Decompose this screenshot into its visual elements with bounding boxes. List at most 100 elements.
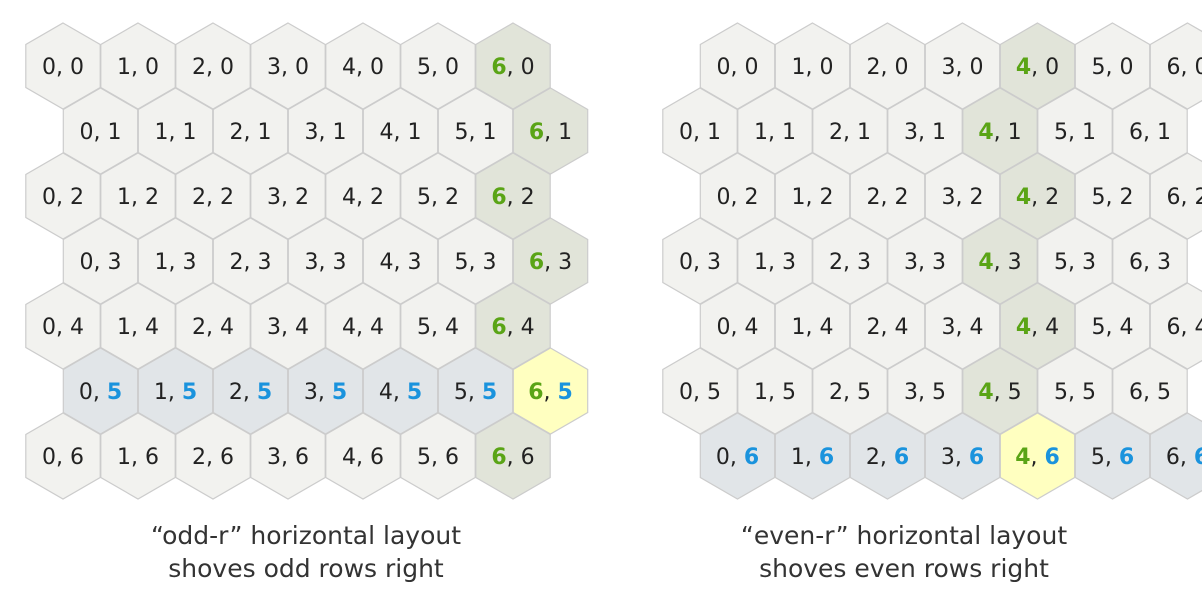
hex-cell-label-5-4: 5, 4	[1092, 315, 1134, 340]
hex-cell-4-6	[999, 412, 1076, 500]
hex-cell-label-5-5: 5, 5	[454, 380, 497, 405]
hex-cell-label-3-2: 3, 2	[267, 185, 309, 210]
hex-cell-label-6-5: 6, 5	[1129, 380, 1171, 405]
hex-cell-label-1-2: 1, 2	[792, 185, 834, 210]
hex-cell-label-6-4: 6, 4	[1167, 315, 1202, 340]
hex-cell-label-5-0: 5, 0	[417, 55, 459, 80]
hex-cell-label-3-6: 3, 6	[941, 445, 984, 470]
hex-cell-5-6	[1074, 412, 1151, 500]
hex-cell-label-2-1: 2, 1	[829, 120, 871, 145]
hex-cell-label-4-6: 4, 6	[1015, 445, 1060, 470]
hex-cell-label-1-6: 1, 6	[791, 445, 834, 470]
hex-cell-label-5-6: 5, 6	[417, 445, 459, 470]
hex-cell-label-5-2: 5, 2	[1092, 185, 1134, 210]
hex-cell-label-0-0: 0, 0	[42, 55, 84, 80]
hex-cell-6-6	[1149, 412, 1202, 500]
hex-cell-label-2-0: 2, 0	[192, 55, 234, 80]
hex-cell-label-2-5: 2, 5	[229, 380, 272, 405]
hex-cell-label-2-6: 2, 6	[866, 445, 909, 470]
hex-cell-label-0-5: 0, 5	[79, 380, 122, 405]
hex-cell-label-2-1: 2, 1	[230, 120, 272, 145]
hex-cell-label-0-0: 0, 0	[717, 55, 759, 80]
hex-cell-label-4-5: 4, 5	[379, 380, 422, 405]
hex-cell-label-4-0: 4, 0	[1016, 55, 1059, 80]
hex-cell-label-4-4: 4, 4	[342, 315, 384, 340]
hex-cell-label-4-4: 4, 4	[1016, 315, 1059, 340]
hex-cell-label-1-2: 1, 2	[117, 185, 159, 210]
hex-cell-label-4-0: 4, 0	[342, 55, 384, 80]
hex-cell-label-6-2: 6, 2	[1167, 185, 1202, 210]
hex-cell-label-5-3: 5, 3	[1054, 250, 1096, 275]
hex-cell-label-3-4: 3, 4	[267, 315, 309, 340]
hex-cell-label-3-1: 3, 1	[305, 120, 347, 145]
hex-cell-label-2-4: 2, 4	[192, 315, 234, 340]
hex-cell-label-5-1: 5, 1	[1054, 120, 1096, 145]
hex-cell-label-4-5: 4, 5	[978, 380, 1021, 405]
hex-cell-label-2-6: 2, 6	[192, 445, 234, 470]
hex-cell-label-2-3: 2, 3	[230, 250, 272, 275]
hex-cell-label-6-5: 6, 5	[528, 380, 573, 405]
hex-cell-label-3-2: 3, 2	[942, 185, 984, 210]
hex-cell-label-0-3: 0, 3	[80, 250, 122, 275]
hex-cell-label-4-3: 4, 3	[978, 250, 1021, 275]
hex-cell-label-4-3: 4, 3	[380, 250, 422, 275]
hex-cell-label-5-0: 5, 0	[1092, 55, 1134, 80]
hex-cell-label-3-5: 3, 5	[904, 380, 946, 405]
hex-cell-label-1-3: 1, 3	[155, 250, 197, 275]
hex-cell-label-5-3: 5, 3	[455, 250, 497, 275]
hex-cell-label-5-5: 5, 5	[1054, 380, 1096, 405]
hex-cell-label-1-5: 1, 5	[154, 380, 197, 405]
hex-cell-label-5-1: 5, 1	[455, 120, 497, 145]
hex-cell-label-2-3: 2, 3	[829, 250, 871, 275]
hex-cell-label-2-2: 2, 2	[867, 185, 909, 210]
hex-cell-6-6	[475, 412, 551, 500]
hex-cell-label-0-5: 0, 5	[679, 380, 721, 405]
hex-cell-label-6-3: 6, 3	[529, 250, 572, 275]
hex-cell-label-4-1: 4, 1	[978, 120, 1021, 145]
hex-cell-label-2-5: 2, 5	[829, 380, 871, 405]
hex-cell-label-1-0: 1, 0	[792, 55, 834, 80]
hex-cell-label-1-0: 1, 0	[117, 55, 159, 80]
hex-cell-label-1-6: 1, 6	[117, 445, 159, 470]
hex-cell-label-4-1: 4, 1	[380, 120, 422, 145]
hex-cell-label-3-4: 3, 4	[942, 315, 984, 340]
hex-cell-label-1-1: 1, 1	[754, 120, 796, 145]
hex-cell-label-2-2: 2, 2	[192, 185, 234, 210]
hex-cell-label-3-6: 3, 6	[267, 445, 309, 470]
hex-cell-label-1-3: 1, 3	[754, 250, 796, 275]
hex-cell-label-0-6: 0, 6	[716, 445, 759, 470]
hex-cell-label-0-1: 0, 1	[80, 120, 122, 145]
hex-cell-label-3-0: 3, 0	[942, 55, 984, 80]
hex-cell-label-0-4: 0, 4	[717, 315, 759, 340]
hex-cell-label-3-5: 3, 5	[304, 380, 347, 405]
hex-cell-label-6-6: 6, 6	[1166, 445, 1202, 470]
odd-r-hex-grid: 0, 0 1, 0 2, 0 3, 0 4, 0 5, 0 6, 0 0, 1 1, 1 2, 1…	[25, 22, 589, 500]
hex-cell-label-6-6: 6, 6	[491, 445, 534, 470]
hex-cell-label-6-0: 6, 0	[491, 55, 534, 80]
hex-cell-label-1-5: 1, 5	[754, 380, 796, 405]
hex-cell-label-6-4: 6, 4	[491, 315, 534, 340]
hex-cell-label-0-1: 0, 1	[679, 120, 721, 145]
hex-cell-label-6-0: 6, 0	[1167, 55, 1202, 80]
hex-cell-0-6	[25, 412, 101, 500]
even-r-caption-title: “even-r” horizontal layout	[740, 521, 1068, 550]
hex-cell-label-0-6: 0, 6	[42, 445, 84, 470]
hex-cell-label-0-4: 0, 4	[42, 315, 84, 340]
hex-cell-label-4-6: 4, 6	[342, 445, 384, 470]
hex-cell-label-5-4: 5, 4	[417, 315, 459, 340]
hex-cell-label-2-4: 2, 4	[867, 315, 909, 340]
odd-r-caption-subtitle: shoves odd rows right	[168, 554, 444, 583]
hex-cell-label-0-3: 0, 3	[679, 250, 721, 275]
hex-cell-label-6-1: 6, 1	[529, 120, 572, 145]
hex-cell-label-3-3: 3, 3	[305, 250, 347, 275]
hex-cell-label-6-2: 6, 2	[491, 185, 534, 210]
even-r-caption: “even-r” horizontal layout shoves even r…	[644, 519, 1164, 585]
odd-r-caption: “odd-r” horizontal layout shoves odd row…	[46, 519, 566, 585]
even-r-hex-grid: 0, 0 1, 0 2, 0 3, 0 4, 0 5, 0 6, 0 0, 1 1, 1 2, 1…	[662, 22, 1202, 500]
even-r-caption-subtitle: shoves even rows right	[759, 554, 1049, 583]
hex-cell-label-2-0: 2, 0	[867, 55, 909, 80]
hex-cell-label-5-2: 5, 2	[417, 185, 459, 210]
hex-cell-label-3-3: 3, 3	[904, 250, 946, 275]
hex-cell-label-0-2: 0, 2	[717, 185, 759, 210]
